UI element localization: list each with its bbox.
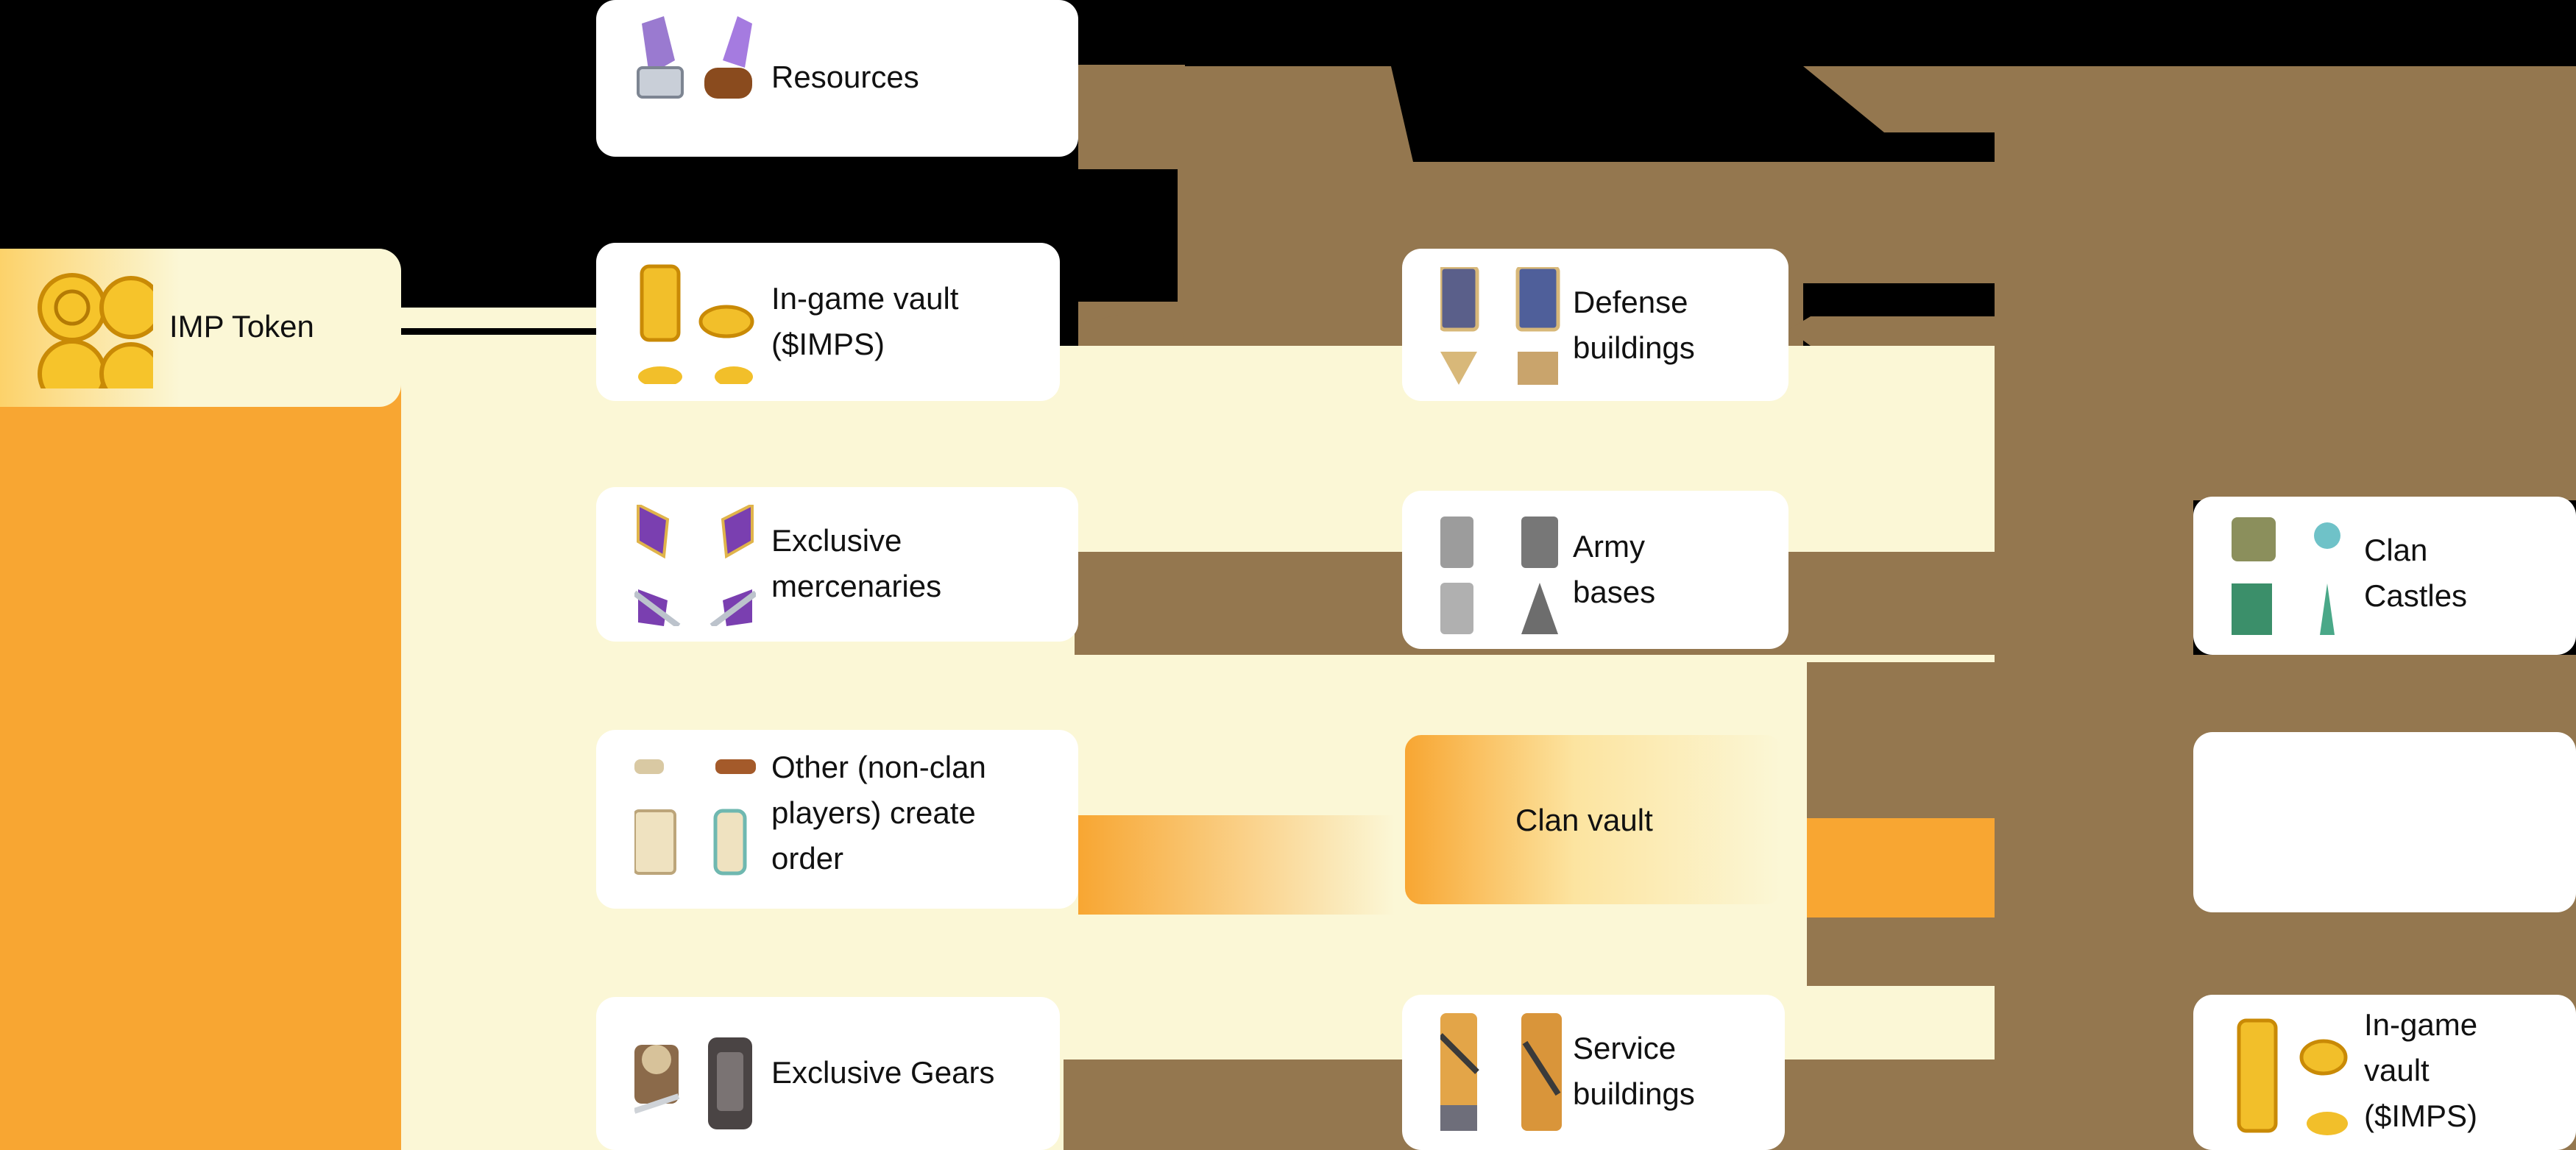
order-label: Other (non-clan players) create order [771, 750, 986, 876]
tower-icon [1438, 265, 1562, 388]
castle-icon [2232, 517, 2353, 642]
clan-castles-card: Clan Castles [2193, 497, 2576, 655]
resources-card: Resources [596, 0, 1078, 157]
imp-token-column [0, 383, 401, 1150]
resources-label: Resources [771, 60, 919, 94]
connector-top-right [1803, 66, 1995, 132]
defense-label: Defense buildings [1573, 285, 1695, 365]
vault-left-card: In-game vault ($IMPS) [596, 243, 1060, 401]
fortress-icon [1440, 517, 1562, 638]
arrow-vault-to-trunk [1807, 818, 1995, 917]
imp-token-card: IMP Token [0, 249, 401, 408]
connector-bottom-right [1796, 1060, 2193, 1150]
gold-coin-stack-icon-right [2232, 1013, 2353, 1142]
gold-coins-icon [35, 271, 163, 408]
arrow-order-to-vault [1078, 815, 1395, 915]
workshop-icon [1438, 1013, 1562, 1138]
gold-coin-stack-icon [634, 259, 756, 388]
service-label: Service buildings [1573, 1031, 1695, 1111]
ingot-and-log-icon [634, 16, 756, 108]
vault-left-label: In-game vault ($IMPS) [771, 281, 959, 361]
order-card: Other (non-clan players) create order [596, 730, 1078, 909]
connector-diag [1078, 302, 1185, 346]
connector-imp-to-vault [401, 308, 600, 328]
blank-box [2193, 732, 2576, 912]
gears-label: Exclusive Gears [771, 1055, 995, 1090]
clan-castles-label: Clan Castles [2364, 533, 2468, 613]
army-card: Army bases [1402, 491, 1788, 649]
mercenaries-label: Exclusive mercenaries [771, 523, 942, 603]
arrow-to-defense [1788, 316, 1995, 346]
armor-helmet-icon [633, 1015, 756, 1137]
vault-right-card: In-game vault ($IMPS) [2193, 995, 2576, 1150]
gears-card: Exclusive Gears [596, 997, 1060, 1150]
connector-castle-gap [2112, 500, 2193, 662]
connector-right-band [2112, 66, 2576, 500]
imp-token-label: IMP Token [169, 309, 314, 344]
connector-resources-stub [1078, 65, 1185, 87]
army-label: Army bases [1573, 529, 1656, 609]
service-card: Service buildings [1402, 995, 1785, 1150]
clan-vault-label: Clan vault [1515, 803, 1653, 837]
defense-card: Defense buildings [1402, 249, 1788, 401]
mercenaries-card: Exclusive mercenaries [596, 487, 1078, 642]
scroll-icon [633, 759, 756, 881]
vault-right-label: In-game vault ($IMPS) [2364, 1007, 2478, 1133]
clan-vault-card: Clan vault [1402, 732, 1785, 907]
shield-swords-icon [632, 502, 758, 630]
